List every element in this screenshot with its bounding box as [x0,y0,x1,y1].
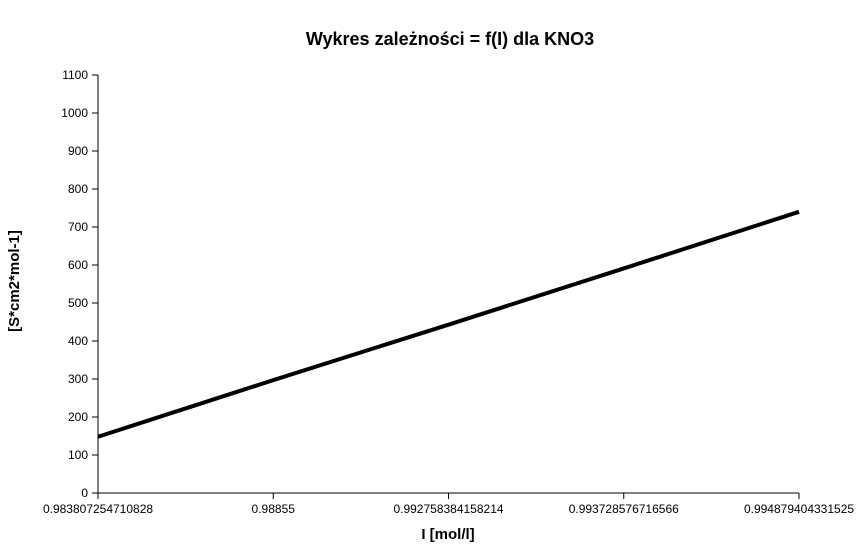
y-tick-label: 300 [68,372,88,386]
x-axis-label: I [mol/l] [421,526,474,543]
y-tick-label: 200 [68,410,88,424]
y-tick-label: 500 [68,296,88,310]
x-tick-label: 0.992758384158214 [393,502,503,516]
chart-title: Wykres zależności = f(I) dla KNO3 [306,29,594,49]
y-tick-label: 800 [68,182,88,196]
y-tick-label: 400 [68,334,88,348]
y-tick-label: 1000 [61,106,88,120]
x-ticks: 0.983807254710828 0.98855 0.99275838415821… [43,493,854,516]
y-axis-label: [S*cm2*mol-1] [6,230,23,332]
y-tick-label: 700 [68,220,88,234]
y-tick-label: 900 [68,144,88,158]
y-tick-label: 0 [81,486,88,500]
x-tick-label: 0.983807254710828 [43,502,153,516]
y-ticks: 0 100 200 300 400 500 600 700 800 900 1000 1100 [61,68,98,500]
y-tick-label: 100 [68,448,88,462]
x-tick-label: 0.98855 [252,502,296,516]
x-tick-label: 0.993728576716566 [569,502,679,516]
y-tick-label: 600 [68,258,88,272]
series-line [97,209,800,439]
series-layer [97,209,800,439]
y-tick-label: 1100 [62,68,88,82]
x-tick-label: 0.994879404331525 [744,502,854,516]
